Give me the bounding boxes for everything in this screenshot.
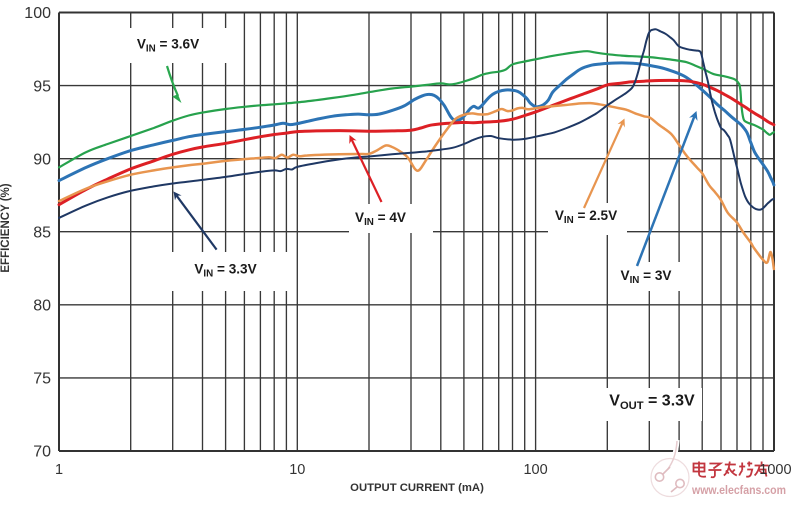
svg-text:80: 80 [33,298,51,315]
svg-text:OUTPUT CURRENT (mA): OUTPUT CURRENT (mA) [350,482,484,494]
svg-text:100: 100 [24,5,51,22]
svg-text:75: 75 [33,371,51,388]
svg-text:10: 10 [289,462,305,478]
svg-text:100: 100 [523,462,547,478]
svg-text:1000: 1000 [759,462,791,478]
svg-text:EFFICIENCY (%): EFFICIENCY (%) [0,183,12,272]
svg-text:www.elecfans.com: www.elecfans.com [691,483,786,497]
svg-text:85: 85 [33,224,51,241]
svg-text:70: 70 [33,444,51,461]
svg-text:95: 95 [33,78,51,95]
svg-text:90: 90 [33,151,51,168]
svg-text:1: 1 [55,462,63,478]
